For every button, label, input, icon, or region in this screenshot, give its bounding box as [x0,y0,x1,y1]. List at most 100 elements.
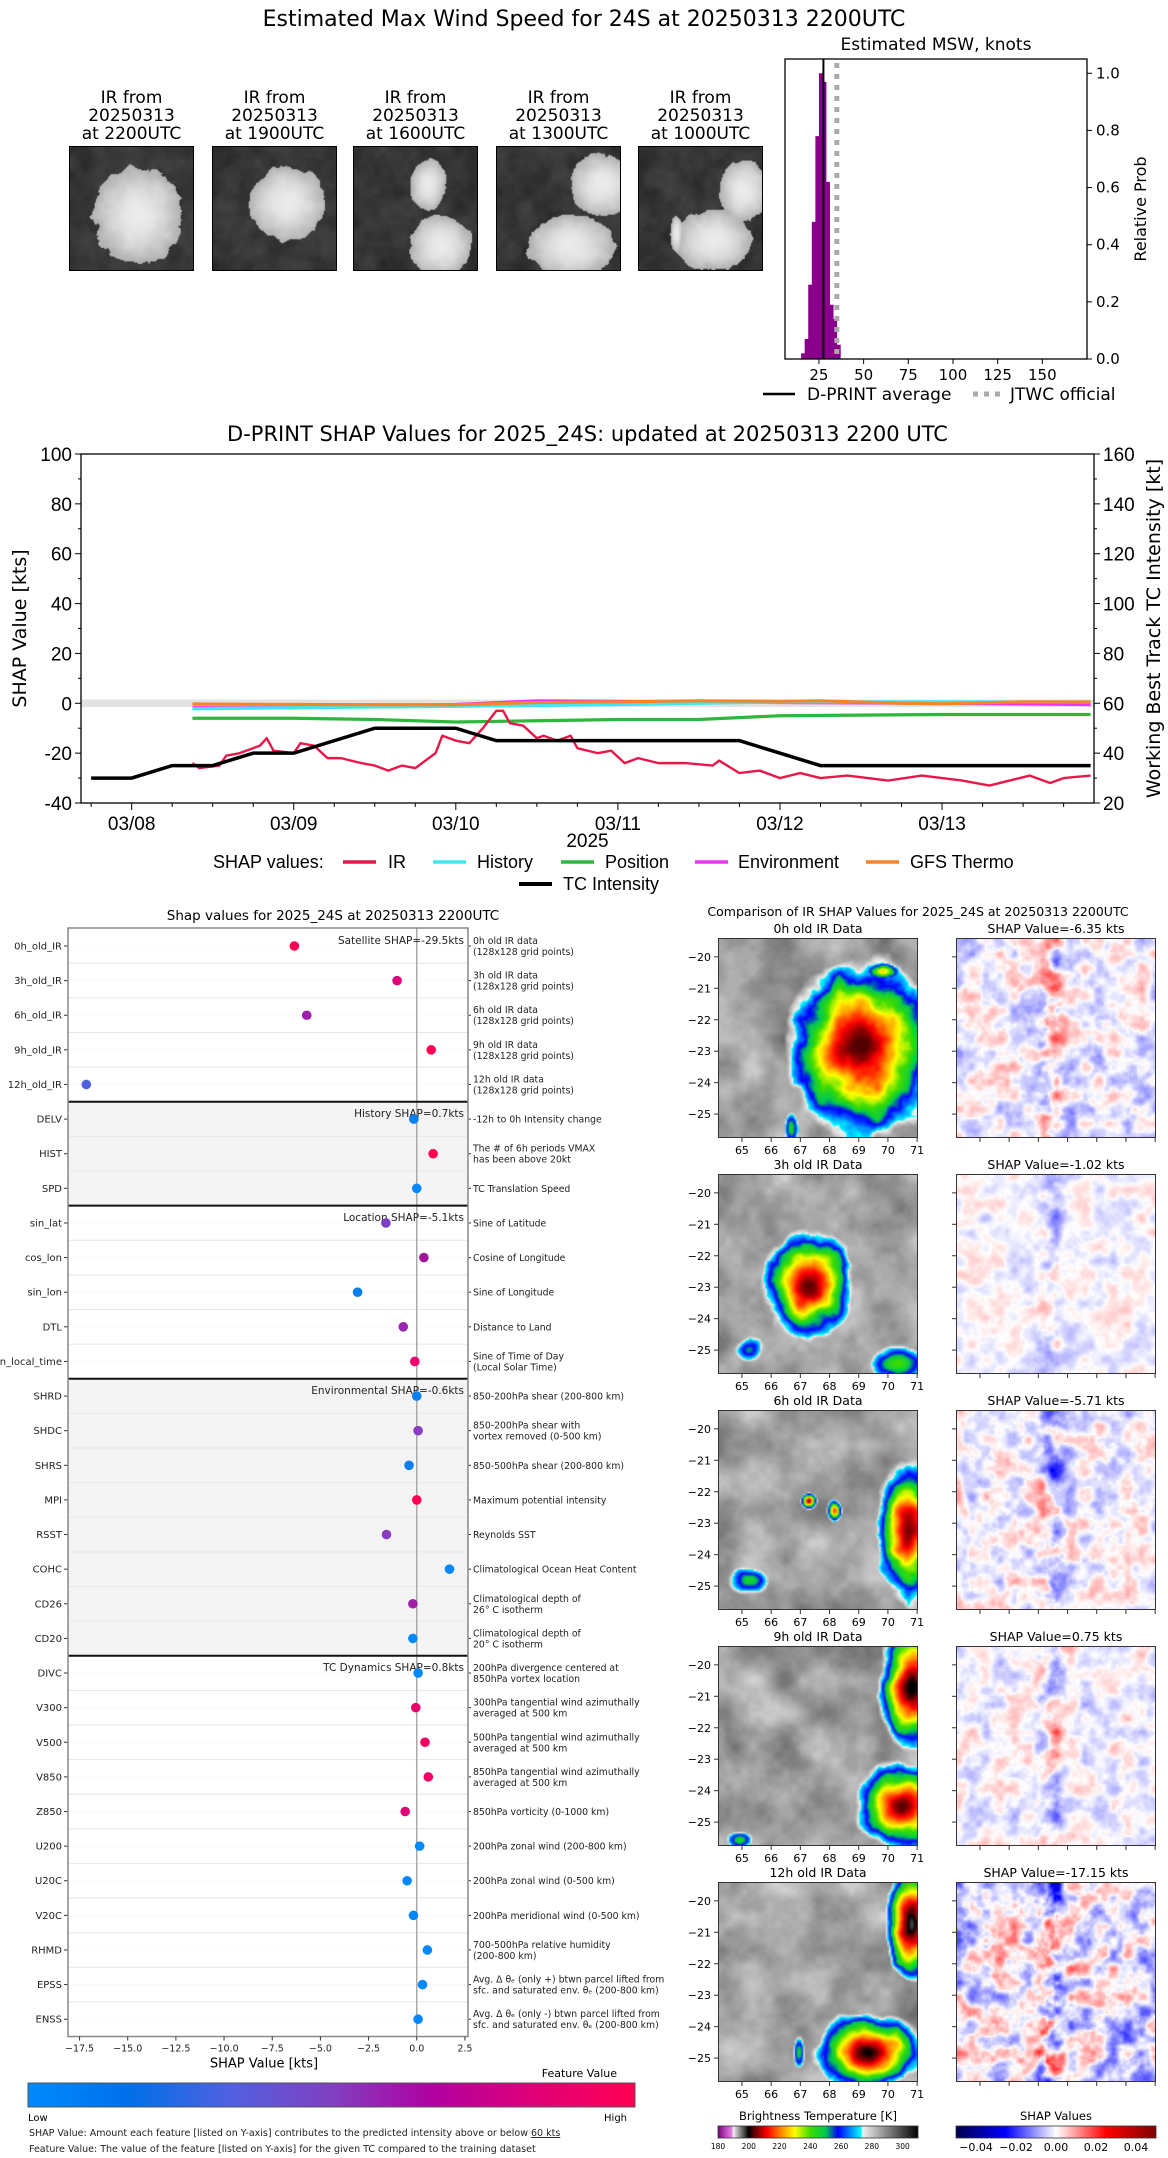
feature-description-line: 850hPa vortex location [473,1674,580,1685]
lon-tick-label: 65 [735,2088,749,2101]
thumbnail-caption-line: IR from [244,88,306,108]
lon-tick-label: 66 [764,1380,778,1393]
feature-shap-dot [408,1910,419,1921]
feature-shap-dot [411,1495,422,1505]
feature-name-label: HIST [39,1149,63,1160]
feature-shap-dot [381,1529,392,1540]
thumbnail-caption-line: at 1600UTC [366,124,465,144]
feature-description-line: (Local Solar Time) [473,1362,557,1373]
feature-shap-dot [392,975,402,986]
report-title: Estimated Max Wind Speed for 24S at 2025… [263,7,906,32]
y-tick-label: 0.0 [1096,350,1120,368]
ir-thumbnail-image [212,146,337,271]
thumbnail-caption-line: at 2200UTC [82,124,181,144]
bt-colorbar-tick-label: 180 [711,2142,726,2151]
lat-tick-label: −21 [688,1218,711,1231]
legend-label: Environment [738,852,839,872]
x-tick-label: 03/12 [756,814,804,835]
lat-tick-label: −25 [688,1108,711,1121]
feature-description: Distance to Land [473,1322,552,1333]
feature-description: Climatological depth of 26° C isotherm [473,1594,582,1616]
feature-description: Reynolds SST [473,1530,536,1541]
shap-timeseries-chart: D-PRINT SHAP Values for 2025_24S: update… [9,422,1165,894]
feature-shap-dot [428,1148,438,1159]
lon-tick-label: 65 [735,1852,749,1865]
feature-value-note: Feature Value: The value of the feature … [29,2144,536,2155]
lat-tick-label: −22 [688,1250,711,1263]
lat-tick-label: −25 [688,1580,711,1593]
bt-colorbar-label: Brightness Temperature [K] [739,2109,897,2123]
feature-description-line: (128x128 grid points) [473,1051,574,1062]
lat-tick-label: −22 [688,1014,711,1027]
shap-value-map [956,1410,1156,1610]
lon-tick-label: 71 [910,1144,924,1157]
shap-colorbar-tick-label: 0.00 [1044,2141,1069,2154]
y-tick-label: 100 [40,445,72,466]
feature-value-colorbar [27,2082,636,2108]
ir-brightness-image [718,938,918,1138]
feature-description: 12h old IR data (128x128 grid points) [473,1074,574,1096]
feature-description: Cosine of Longitude [473,1253,566,1264]
shap-panel-title: SHAP Value=-17.15 kts [983,1865,1128,1880]
feature-description-line: Climatological depth of [473,1628,582,1639]
feature-name-label: V300 [36,1703,62,1714]
histogram-y-label: Relative Prob [1131,156,1150,261]
shap-colorbar-tick-label: 0.02 [1084,2141,1109,2154]
feature-description: 850hPa vorticity (0-1000 km) [473,1807,609,1818]
feature-description-line: (128x128 grid points) [473,982,574,993]
lat-tick-label: −24 [688,1549,711,1562]
lon-tick-label: 65 [735,1616,749,1629]
lon-tick-label: 70 [881,1616,895,1629]
feature-name-label: sin_lat [30,1218,62,1229]
feature-name-label: CD20 [35,1634,62,1645]
feature-description-line: Distance to Land [473,1322,552,1333]
feature-name-label: V500 [36,1738,62,1749]
histogram-bar [804,339,809,359]
feature-name-label: SHRD [33,1392,62,1403]
lat-tick-label: −20 [688,1659,711,1672]
histogram-axes-frame [784,58,1088,360]
lat-tick-label: −21 [688,1454,711,1467]
shap-colorbar-tick-label: 0.04 [1124,2141,1149,2154]
histogram-bar [829,304,834,359]
thumbnail-caption-line: IR from [528,88,590,108]
lon-tick-label: 70 [881,1852,895,1865]
comparison-title: Comparison of IR SHAP Values for 2025_24… [707,904,1128,919]
feature-description: 200hPa divergence centered at 850hPa vort… [473,1663,619,1685]
shap-value-map [956,1882,1156,2082]
lon-tick-label: 71 [910,1852,924,1865]
lat-tick-label: −24 [688,1785,711,1798]
y2-tick-label: 20 [1103,794,1124,815]
feature-description: 850-200hPa shear (200-800 km) [473,1392,624,1403]
thumbnail-caption-line: 20250313 [88,106,175,126]
feature-shap-dot [404,1460,414,1471]
feature-shap-dot [402,1875,412,1886]
feature-description-line: 700-500hPa relative humidity [473,1940,611,1951]
lon-tick-label: 68 [823,1852,837,1865]
msw-histogram: Estimated MSW, knots 25 50 75 100 125 150 0.0 0.… [763,35,1150,405]
feature-name-label: DELV [37,1115,62,1126]
feature-name-label: V850 [36,1772,62,1783]
feature-description: 3h old IR data (128x128 grid points) [473,971,574,993]
histogram-bar [818,73,823,360]
y-tick-label: 0.8 [1096,121,1120,139]
shap-value-note-text: SHAP Value: Amount each feature [listed … [29,2128,531,2139]
feature-description-line: 20° C isotherm [473,1639,543,1650]
shap-panel-title: SHAP Value=-5.71 kts [987,1393,1124,1408]
feature-description: 200hPa zonal wind (0-500 km) [473,1876,615,1887]
feature-description: The # of 6h periods VMAX has been above 2… [472,1144,596,1166]
feature-name-label: EPSS [37,1980,62,1991]
lat-tick-label: −25 [688,1816,711,1829]
feature-description-line: Maximum potential intensity [473,1495,607,1506]
feature-description-line: 850-200hPa shear (200-800 km) [473,1392,624,1403]
histogram-bar [822,81,827,359]
feature-description-line: Climatological Ocean Heat Content [473,1565,637,1576]
feature-description: 6h old IR data (128x128 grid points) [473,1005,574,1027]
feature-shap-dot [381,1218,391,1228]
x-axis-label: SHAP Value [kts] [210,2057,318,2072]
y2-axis-label: Working Best Track TC Intensity [kt] [1143,459,1165,798]
lon-tick-label: 66 [764,1144,778,1157]
